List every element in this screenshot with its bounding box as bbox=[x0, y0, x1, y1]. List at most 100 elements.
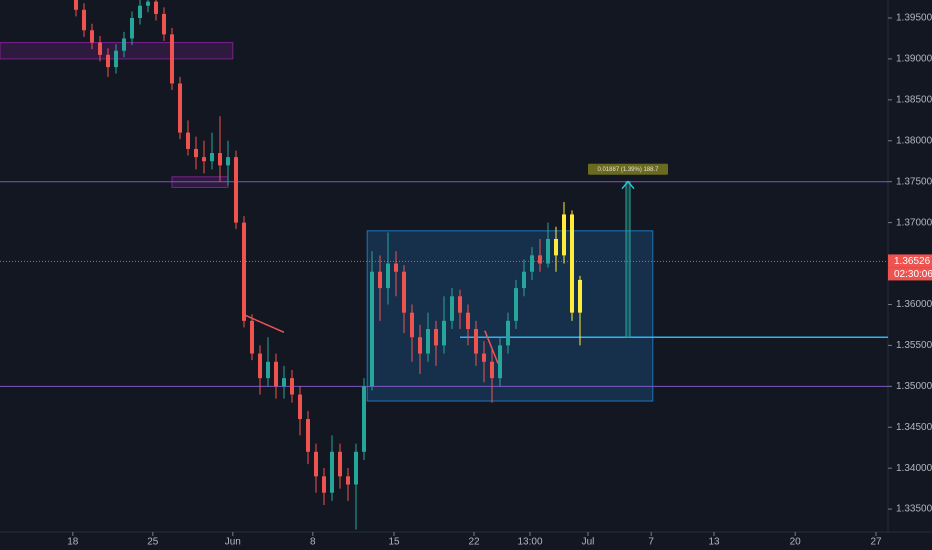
candle-body bbox=[498, 345, 502, 379]
candle-body bbox=[290, 378, 294, 395]
candle-body bbox=[434, 329, 438, 346]
measure-range bbox=[625, 181, 631, 338]
candle-body bbox=[90, 30, 94, 43]
candle-body bbox=[330, 451, 334, 493]
y-tick-label: 1.38000 bbox=[896, 135, 932, 146]
y-tick-label: 1.34500 bbox=[896, 422, 932, 433]
last-price-label: 1.36526 bbox=[894, 256, 931, 267]
candle-body bbox=[370, 271, 374, 387]
candle-body bbox=[450, 296, 454, 321]
candle-body bbox=[170, 34, 174, 84]
y-tick-label: 1.39500 bbox=[896, 13, 932, 24]
x-tick-label: 25 bbox=[147, 537, 159, 548]
candle-body bbox=[394, 263, 398, 272]
candle-body bbox=[482, 353, 486, 362]
candle-body bbox=[202, 157, 206, 162]
candle-body bbox=[74, 0, 78, 10]
candle-body bbox=[242, 222, 246, 321]
measure-label-box bbox=[588, 163, 668, 175]
candle-body bbox=[306, 419, 310, 452]
measure-arrow bbox=[621, 180, 635, 190]
candle-body bbox=[250, 320, 254, 354]
candle-body bbox=[106, 54, 110, 68]
y-tick-label: 1.34000 bbox=[896, 463, 932, 474]
candle-body bbox=[210, 153, 214, 162]
candle-body bbox=[490, 361, 494, 379]
candle-body bbox=[570, 214, 574, 313]
candle-body bbox=[402, 271, 406, 313]
candle-body bbox=[162, 13, 166, 35]
candle-body bbox=[114, 50, 118, 68]
y-tick-label: 1.33500 bbox=[896, 504, 932, 515]
candle-body bbox=[282, 378, 286, 387]
candle-body bbox=[298, 394, 302, 420]
x-tick-label: 22 bbox=[468, 537, 480, 548]
candle-body bbox=[194, 148, 198, 158]
x-tick-label: 20 bbox=[790, 537, 802, 548]
y-tick-label: 1.39000 bbox=[896, 54, 932, 65]
candle-body bbox=[82, 9, 86, 31]
candle-body bbox=[138, 5, 142, 19]
candle-body bbox=[154, 1, 158, 14]
candle-body bbox=[186, 132, 190, 149]
candle-body bbox=[98, 42, 102, 55]
trend-line bbox=[484, 330, 499, 364]
measure-label: 0.01887 (1.39%) 188.7 bbox=[597, 167, 659, 173]
y-tick-label: 1.37000 bbox=[896, 217, 932, 228]
trend-line bbox=[244, 314, 285, 333]
candle-body bbox=[178, 83, 182, 133]
candle-body bbox=[506, 320, 510, 346]
candle-body bbox=[578, 279, 582, 313]
y-tick-label: 1.35500 bbox=[896, 340, 932, 351]
candle-body bbox=[234, 157, 238, 223]
candle-body bbox=[338, 451, 342, 477]
candle-body bbox=[266, 361, 270, 379]
y-tick-label: 1.36000 bbox=[896, 299, 932, 310]
x-tick-label: 7 bbox=[648, 537, 654, 548]
candle-body bbox=[418, 337, 422, 354]
candle-body bbox=[122, 38, 126, 51]
candle-body bbox=[530, 255, 534, 272]
zone bbox=[366, 230, 654, 402]
candle-body bbox=[514, 288, 518, 321]
candle-body bbox=[346, 476, 350, 485]
candle-body bbox=[274, 361, 278, 387]
x-tick-label: 8 bbox=[310, 537, 316, 548]
candle-body bbox=[322, 476, 326, 493]
countdown-label: 02:30:06 bbox=[894, 269, 932, 280]
candle-body bbox=[314, 451, 318, 477]
last-price-box bbox=[888, 254, 932, 268]
candle-body bbox=[442, 320, 446, 346]
countdown-box bbox=[888, 267, 932, 281]
candle-body bbox=[426, 329, 430, 354]
x-tick-label: 27 bbox=[870, 537, 882, 548]
candle-body bbox=[538, 255, 542, 264]
x-tick-label: Jul bbox=[582, 537, 595, 548]
candle-body bbox=[218, 153, 222, 166]
candle-body bbox=[458, 296, 462, 313]
candle-body bbox=[362, 386, 366, 452]
y-tick-label: 1.35000 bbox=[896, 381, 932, 392]
x-tick-label: 18 bbox=[67, 537, 79, 548]
candle-body bbox=[474, 329, 478, 354]
candle-body bbox=[466, 312, 470, 330]
y-tick-label: 1.37500 bbox=[896, 176, 932, 187]
candle-body bbox=[562, 214, 566, 256]
candle-body bbox=[386, 263, 390, 289]
candle-body bbox=[146, 1, 150, 6]
candle-body bbox=[354, 451, 358, 485]
candle-body bbox=[258, 353, 262, 379]
candle-body bbox=[378, 271, 382, 289]
candle-body bbox=[554, 238, 558, 256]
x-tick-label: 13 bbox=[708, 537, 720, 548]
candle-body bbox=[546, 238, 550, 264]
candle-body bbox=[522, 271, 526, 289]
candle-body bbox=[226, 157, 230, 166]
candle-body bbox=[410, 312, 414, 338]
x-tick-label: 15 bbox=[388, 537, 400, 548]
candle-body bbox=[130, 18, 134, 39]
x-tick-label: Jun bbox=[225, 537, 241, 548]
y-tick-label: 1.38500 bbox=[896, 94, 932, 105]
